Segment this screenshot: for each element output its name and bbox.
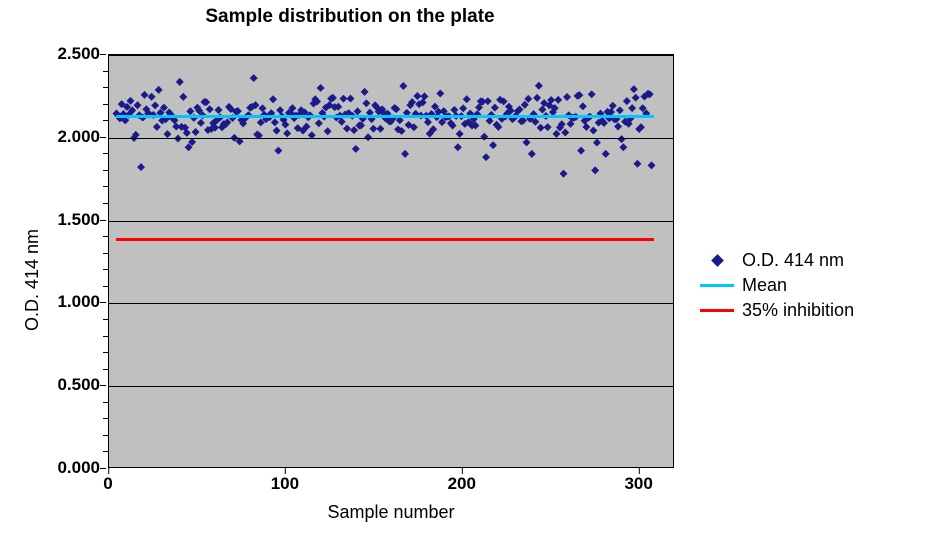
y-minor-tick xyxy=(103,186,108,187)
y-minor-tick xyxy=(103,71,108,72)
y-minor-tick xyxy=(103,402,108,403)
chart-title: Sample distribution on the plate xyxy=(0,6,700,28)
y-minor-tick xyxy=(103,319,108,320)
scatter-points xyxy=(112,74,655,178)
gridline xyxy=(109,303,673,304)
y-tick: 2.500 xyxy=(57,44,100,64)
x-tick: 100 xyxy=(271,474,299,494)
y-minor-tick xyxy=(103,120,108,121)
y-minor-tick xyxy=(103,369,108,370)
gridline xyxy=(109,221,673,222)
y-tick: 1.000 xyxy=(57,292,100,312)
y-minor-tick xyxy=(103,236,108,237)
legend-label: 35% inhibition xyxy=(742,300,854,321)
gridline xyxy=(109,55,673,56)
y-minor-tick xyxy=(103,286,108,287)
legend-item: O.D. 414 nm xyxy=(700,250,854,271)
y-minor-tick xyxy=(103,269,108,270)
line-icon xyxy=(700,277,734,295)
inhibition-line xyxy=(116,238,654,241)
chart-container: { "chart": { "type": "scatter", "title":… xyxy=(0,0,946,550)
legend-item: 35% inhibition xyxy=(700,300,854,321)
y-tick: 2.000 xyxy=(57,127,100,147)
diamond-icon xyxy=(700,252,734,270)
y-minor-tick xyxy=(103,170,108,171)
legend-item: Mean xyxy=(700,275,854,296)
y-minor-tick xyxy=(103,352,108,353)
y-tick: 0.500 xyxy=(57,375,100,395)
x-tick: 300 xyxy=(624,474,652,494)
y-minor-tick xyxy=(103,153,108,154)
y-tick: 0.000 xyxy=(57,458,100,478)
y-minor-tick xyxy=(103,203,108,204)
y-minor-tick xyxy=(103,87,108,88)
x-tick: 200 xyxy=(448,474,476,494)
y-minor-tick xyxy=(103,104,108,105)
x-tick: 0 xyxy=(103,474,112,494)
x-axis-label: Sample number xyxy=(108,502,674,523)
legend: O.D. 414 nm Mean 35% inhibition xyxy=(700,250,854,325)
y-minor-tick xyxy=(103,435,108,436)
y-tick: 1.500 xyxy=(57,210,100,230)
legend-label: O.D. 414 nm xyxy=(742,250,844,271)
mean-line xyxy=(116,115,654,118)
plot-area xyxy=(108,54,674,468)
y-minor-tick xyxy=(103,451,108,452)
y-minor-tick xyxy=(103,418,108,419)
y-minor-tick xyxy=(103,336,108,337)
gridline xyxy=(109,138,673,139)
y-axis-label: O.D. 414 nm xyxy=(22,229,43,331)
gridline xyxy=(109,386,673,387)
line-icon xyxy=(700,302,734,320)
legend-label: Mean xyxy=(742,275,787,296)
y-minor-tick xyxy=(103,253,108,254)
